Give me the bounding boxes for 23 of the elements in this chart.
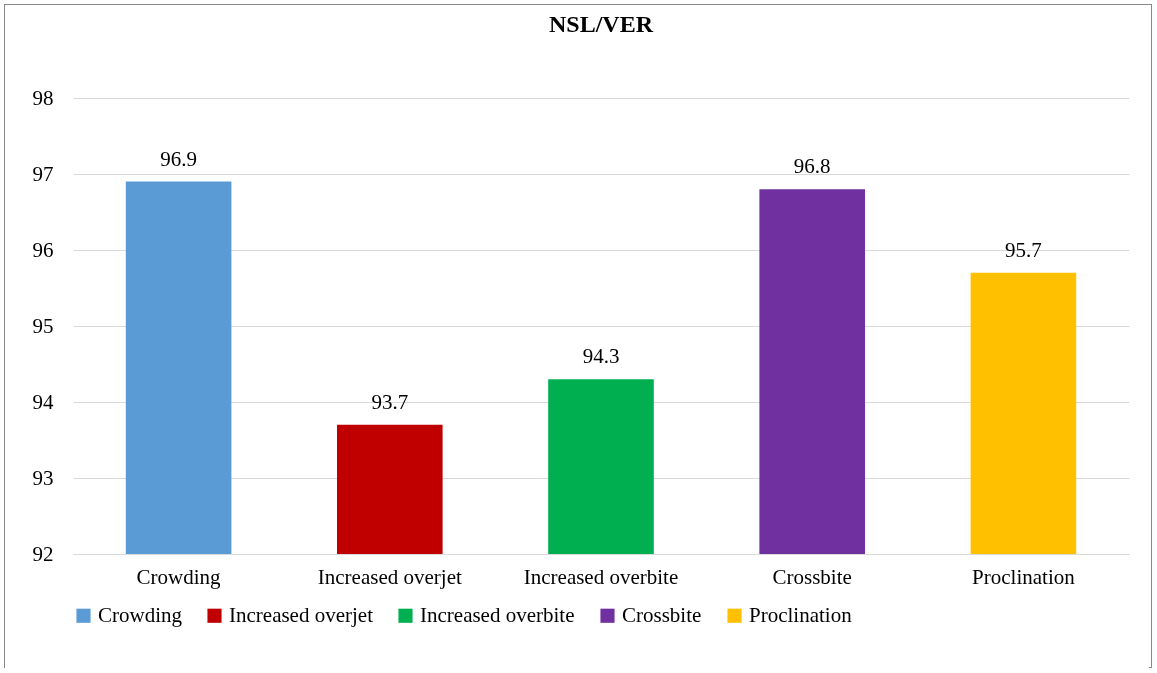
y-tick-label: 94	[32, 389, 54, 414]
y-tick-label: 97	[32, 161, 54, 186]
data-label: 96.8	[793, 154, 831, 179]
data-label: 95.7	[1005, 237, 1042, 262]
data-label: 94.3	[582, 344, 620, 369]
data-label: 93.7	[371, 389, 409, 414]
legend-label: Increased overbite	[420, 602, 575, 627]
y-tick-label: 96	[32, 237, 54, 262]
legend-label: Proclination	[749, 602, 853, 627]
data-label: 96.9	[160, 146, 197, 171]
x-tick-label: Increased overjet	[317, 564, 462, 589]
x-tick-label: Proclination	[972, 564, 1076, 589]
y-tick-label: 98	[32, 85, 54, 110]
x-tick-label: Crossbite	[772, 564, 852, 589]
x-tick-label: Increased overbite	[523, 564, 679, 589]
chart-title: NSL/VER	[548, 11, 654, 37]
legend-label: Increased overjet	[229, 602, 374, 627]
legend-label: Crossbite	[622, 602, 702, 627]
legend-label: Crowding	[98, 602, 183, 627]
y-tick-label: 95	[32, 313, 54, 338]
y-tick-label: 93	[32, 465, 54, 490]
x-tick-label: Crowding	[136, 564, 222, 589]
y-tick-label: 92	[32, 541, 54, 566]
